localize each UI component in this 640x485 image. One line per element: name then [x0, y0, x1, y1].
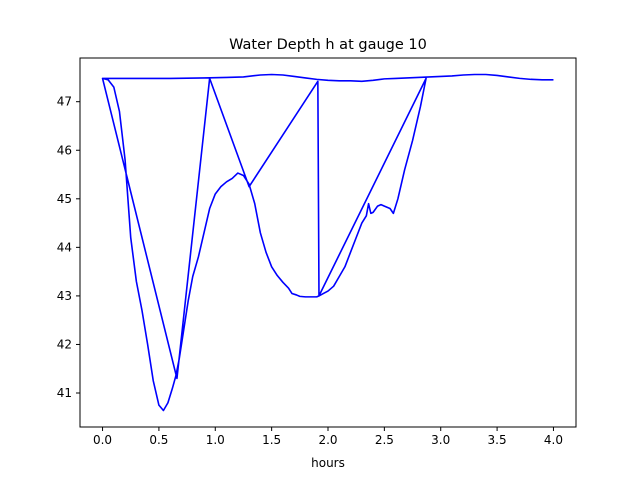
x-tick-label: 1.5 [262, 433, 281, 447]
y-tick-label: 46 [57, 143, 72, 157]
plot-area [79, 57, 577, 428]
y-tick-label: 44 [57, 240, 72, 254]
y-tick-label: 42 [57, 337, 72, 351]
x-tick-label: 3.0 [431, 433, 450, 447]
x-tick-label: 3.5 [488, 433, 507, 447]
x-tick-label: 1.0 [206, 433, 225, 447]
y-tick-label: 43 [57, 289, 72, 303]
series-line-0 [101, 73, 554, 412]
y-tick-label: 41 [57, 386, 72, 400]
chart-title: Water Depth h at gauge 10 [229, 37, 427, 53]
x-axis-ticks: 0.0 0.5 1.0 1.5 2.0 2.5 3.0 3.5 4.0 [93, 427, 563, 447]
plot-frame [79, 57, 577, 428]
x-tick-label: 0.5 [149, 433, 168, 447]
x-tick-label: 2.0 [318, 433, 337, 447]
y-tick-label: 47 [57, 95, 72, 109]
x-tick-label: 2.5 [375, 433, 394, 447]
y-tick-label: 45 [57, 192, 72, 206]
y-axis-ticks: 41 42 43 44 45 46 47 [57, 95, 80, 400]
x-tick-label: 0.0 [93, 433, 112, 447]
x-axis-label: hours [311, 456, 345, 470]
x-tick-label: 4.0 [544, 433, 563, 447]
